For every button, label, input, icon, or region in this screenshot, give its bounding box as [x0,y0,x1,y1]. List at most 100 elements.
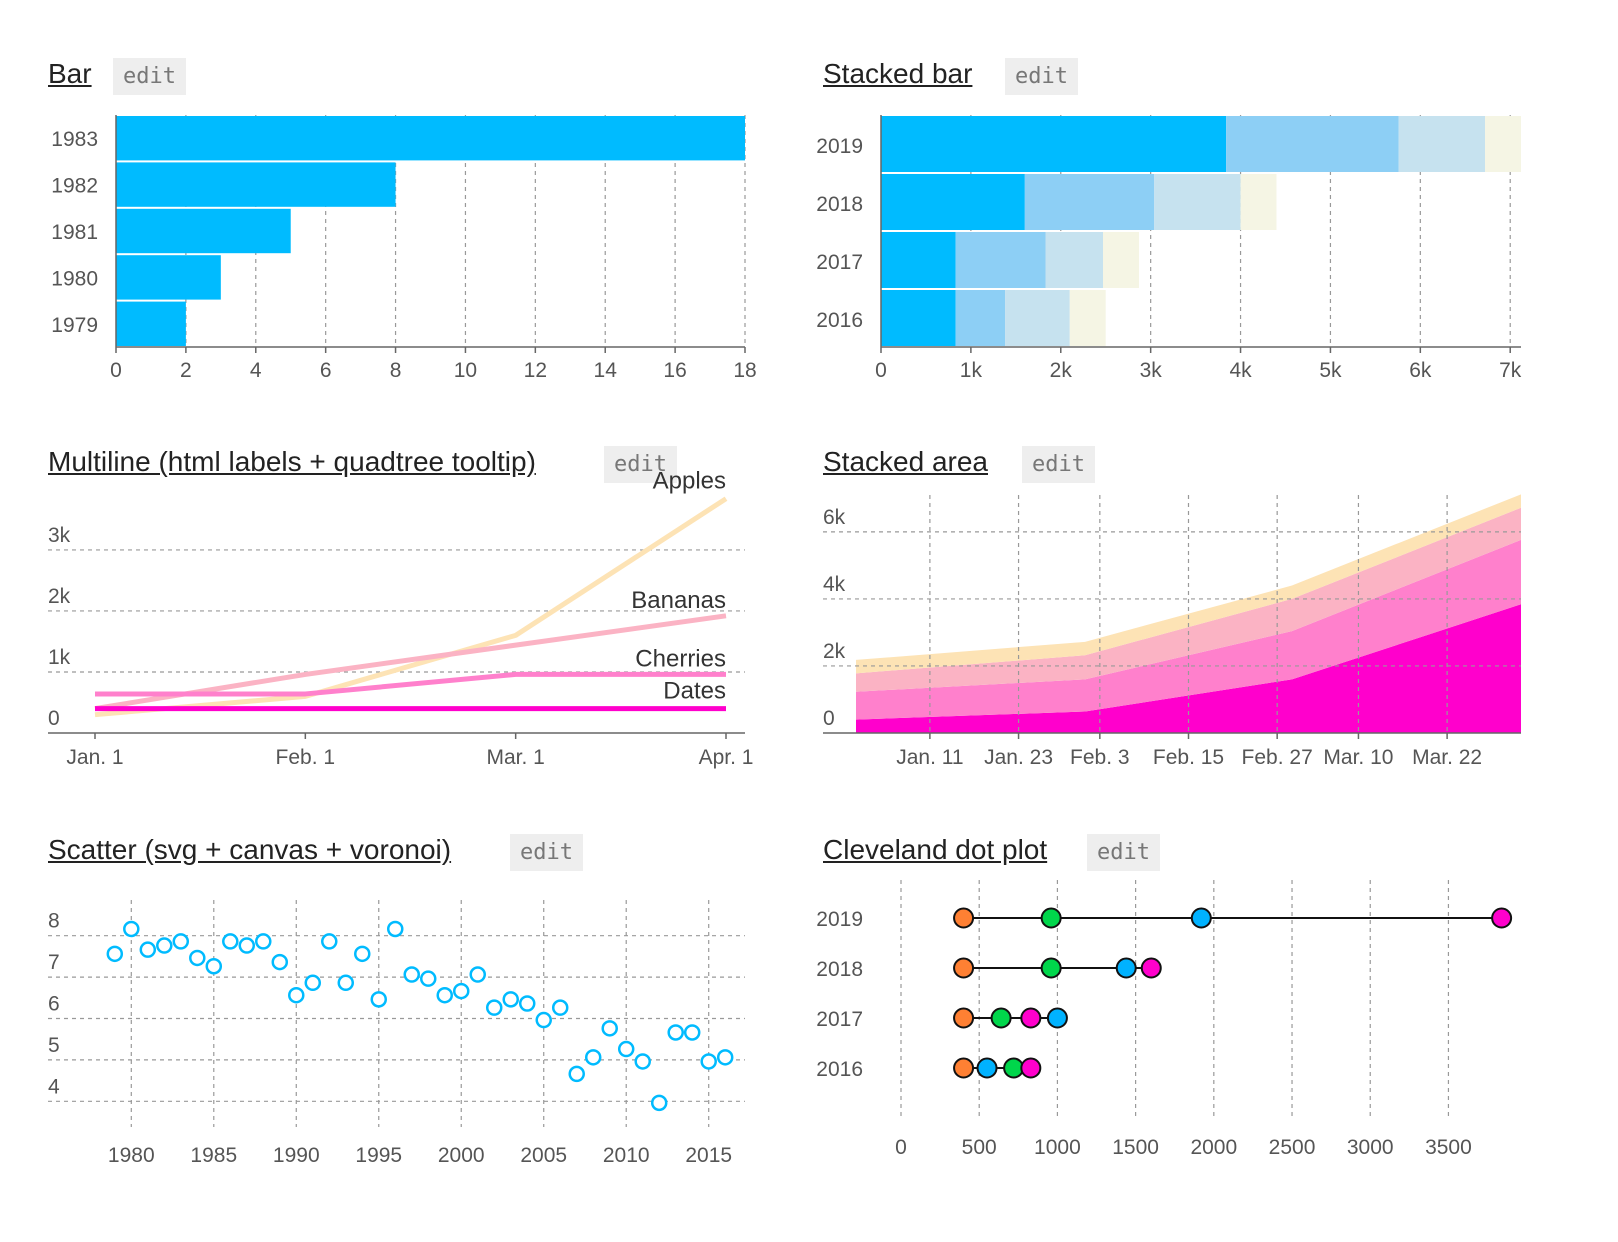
scatter-point [617,1040,635,1058]
bar-title[interactable]: Bar [48,58,92,89]
dot-point [953,1007,975,1029]
x-tick-label: 1995 [355,1144,402,1167]
scatter-point [106,945,124,963]
bar-edit-button[interactable]: edit [113,58,186,95]
y-tick-label: 2k [823,640,846,663]
scatter-point [716,1049,734,1066]
stacked-bar-segment [1103,232,1139,288]
stacked-bar-segment [1069,290,1106,346]
y-tick-label: 3k [48,524,71,547]
stacked-bar-segment [1240,174,1277,230]
x-tick-label: 2005 [520,1144,567,1167]
x-tick-label: 0 [875,359,887,382]
scatter-chart: 4 5 6 7 8 1980 1985 1990 1995 2000 2005 2010 2015 [48,900,745,1167]
y-tick-label: 6k [823,506,846,529]
scatter-edit-button[interactable]: edit [510,834,583,871]
series-label: Apples [653,468,726,495]
scatter-point [387,920,404,938]
stacked-bar-segment [955,232,1046,288]
x-tick-label: Mar. 22 [1412,746,1482,769]
series-label: Cherries [635,645,726,672]
x-tick-label: 12 [524,359,547,382]
stacked-bar-edit-button[interactable]: edit [1005,58,1078,95]
dot-point [1491,907,1513,929]
stacked-bar-segment [1024,174,1155,230]
scatter-point [634,1053,651,1070]
y-tick-label: 2017 [816,1008,863,1031]
dot-point [976,1057,998,1079]
area-layer [856,604,1521,733]
bar-chart: 0 2 4 6 8 10 12 14 16 18 1983 1982 1981 1980 1979 [51,115,757,382]
stacked-bar-segment [1485,116,1521,172]
x-tick-label: 2000 [1190,1136,1237,1159]
x-tick-label: Feb. 3 [1070,746,1130,769]
bar [116,255,221,300]
x-tick-label: 5k [1319,359,1342,382]
scatter-point [123,920,140,938]
dot-point [953,907,975,929]
x-tick-label: 1980 [108,1144,155,1167]
x-tick-label: 16 [663,359,686,382]
y-tick-label: 2019 [816,908,863,931]
dot-point [1140,957,1162,979]
scatter-point [551,999,569,1016]
stacked-bar-segment [881,174,1025,230]
multiline-edit-button[interactable]: edit [604,446,677,483]
bar [116,116,745,161]
x-tick-label: 6k [1409,359,1432,382]
cleveland-edit-button[interactable]: edit [1087,834,1160,871]
scatter-point [667,1024,684,1041]
series-label: Bananas [631,587,726,614]
scatter-panel: Scatter (svg + canvas + voronoi) edit 4 5… [0,810,809,1242]
stacked-area-title[interactable]: Stacked area [823,446,988,477]
stacked-bar-segment [1045,232,1104,288]
scatter-point [568,1065,585,1083]
x-tick-label: 4 [250,359,262,382]
scatter-point [304,974,322,992]
scatter-point [700,1053,717,1070]
dot-point [1003,1057,1025,1079]
bar [116,208,291,254]
x-tick-label: 3000 [1347,1136,1394,1159]
multiline-title[interactable]: Multiline (html labels + quadtree toolti… [48,446,536,477]
stacked-area-edit-button[interactable]: edit [1022,446,1095,483]
x-tick-label: 4k [1229,359,1252,382]
x-tick-label: 1k [960,359,983,382]
dot-point [1020,1007,1042,1029]
scatter-point [485,999,503,1016]
x-tick-label: Mar. 10 [1323,746,1393,769]
series-line [95,671,726,697]
scatter-point [172,933,190,950]
stacked-bar-segment [881,232,956,288]
scatter-point [518,995,536,1012]
x-tick-label: 1990 [273,1144,320,1167]
cleveland-title[interactable]: Cleveland dot plot [823,834,1048,865]
stacked-area-panel: Stacked area edit 0 2k 4k 6k Jan. 11 Jan. 23 F… [809,410,1618,810]
bar [116,162,396,207]
x-tick-label: 2500 [1269,1136,1316,1159]
y-tick-label: 0 [823,707,835,730]
scatter-point [502,991,519,1008]
y-tick-label: 1k [48,646,71,669]
area-layer [856,507,1521,692]
stacked-bar-title[interactable]: Stacked bar [823,58,973,89]
y-tick-label: 0 [48,707,60,730]
x-tick-label: 0 [895,1136,907,1159]
x-tick-label: Feb. 1 [276,746,336,769]
scatter-point [452,982,470,1000]
scatter-point [419,970,437,987]
stacked-area-chart: 0 2k 4k 6k Jan. 11 Jan. 23 Feb. 3 Feb. 15 Feb. 2… [823,494,1521,769]
y-tick-label: 2017 [816,251,863,274]
scatter-point [271,953,289,971]
scatter-title[interactable]: Scatter (svg + canvas + voronoi) [48,834,452,865]
y-tick-label: 2018 [816,958,863,981]
multiline-panel: Multiline (html labels + quadtree toolti… [0,410,809,810]
stacked-bar-segment [1226,116,1399,172]
y-tick-label: 2018 [816,193,863,216]
dot-point [990,1007,1012,1029]
area-layer [856,539,1521,720]
scatter-point [189,949,206,967]
x-tick-label: Jan. 11 [896,746,963,769]
x-tick-label: 0 [110,359,122,382]
x-tick-label: 1000 [1034,1136,1081,1159]
